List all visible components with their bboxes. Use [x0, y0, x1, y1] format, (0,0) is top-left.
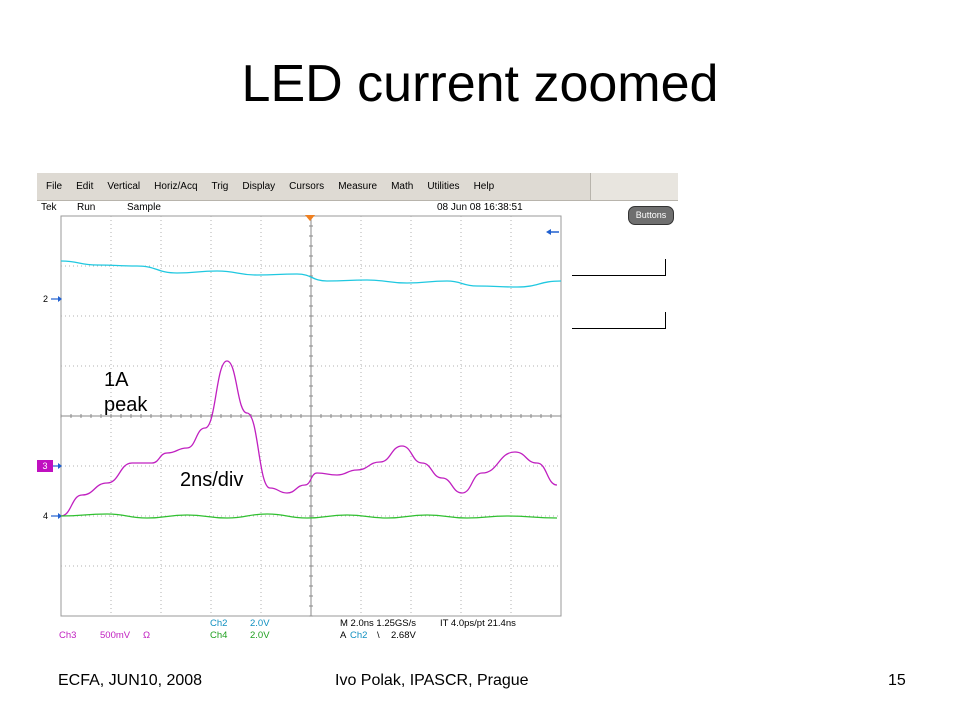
trigger-slope-icon: \ — [377, 630, 380, 641]
peak-annotation: 1A peak — [104, 368, 147, 418]
timebase-annotation: 2ns/div — [180, 469, 244, 491]
oscilloscope-screen: File Edit Vertical Horiz/Acq Trig Displa… — [37, 173, 678, 643]
ch4-readout-name: Ch4 — [210, 630, 228, 641]
trigger-level: 2.68V — [391, 630, 416, 641]
trigger-prefix: A — [340, 630, 347, 641]
scope-menubar: File Edit Vertical Horiz/Acq Trig Displa… — [37, 173, 590, 201]
datetime: 08 Jun 08 16:38:51 — [437, 202, 523, 213]
menubar-right-panel — [590, 173, 678, 201]
ch4-marker-label: 4 — [43, 511, 49, 521]
ch2-trace — [60, 260, 562, 288]
peak-annotation-value: 1A — [104, 369, 129, 391]
footer-author: Ivo Polak, IPASCR, Prague — [335, 672, 529, 689]
menu-vertical[interactable]: Vertical — [107, 181, 141, 192]
trigger-source: Ch2 — [350, 630, 368, 641]
side-readout-box-2 — [572, 312, 666, 329]
ch3-trace — [60, 360, 558, 517]
trigger-level-marker — [546, 229, 559, 235]
side-readout-box-1 — [572, 259, 666, 276]
ch4-readout-scale: 2.0V — [250, 630, 270, 641]
ch3-ground-marker-arrow — [53, 463, 62, 469]
trigger-position-marker — [305, 215, 315, 221]
horizontal-readout: M 2.0ns 1.25GS/s — [340, 618, 417, 629]
ch2-readout-scale: 2.0V — [250, 618, 270, 629]
footer-page-number: 15 — [888, 672, 906, 689]
brand-label: Tek — [41, 202, 57, 213]
peak-annotation-label: peak — [104, 394, 148, 416]
ch3-readout-coupling: Ω — [143, 630, 151, 641]
acq-mode: Sample — [127, 202, 161, 213]
footer-event: ECFA, JUN10, 2008 — [58, 672, 203, 689]
menu-horiz-acq[interactable]: Horiz/Acq — [154, 181, 198, 192]
ch4-ground-marker — [51, 513, 62, 519]
menu-edit[interactable]: Edit — [76, 181, 94, 192]
menu-display[interactable]: Display — [242, 181, 276, 192]
ch2-ground-marker — [51, 296, 62, 302]
ch2-marker-label: 2 — [43, 294, 49, 304]
scope-status-bar: Tek Run Sample 08 Jun 08 16:38:51 — [37, 202, 597, 216]
buttons-button[interactable]: Buttons — [628, 206, 674, 225]
ch3-readout-name: Ch3 — [59, 630, 77, 641]
ch2-readout-name: Ch2 — [210, 618, 228, 629]
graticule — [60, 215, 562, 617]
run-state: Run — [77, 202, 96, 213]
menu-help[interactable]: Help — [473, 181, 495, 192]
menu-measure[interactable]: Measure — [338, 181, 378, 192]
menu-file[interactable]: File — [46, 181, 63, 192]
slide-title: LED current zoomed — [241, 55, 719, 113]
ch3-readout-scale: 500mV — [100, 630, 131, 641]
ch3-marker-label: 3 — [37, 460, 53, 472]
menu-math[interactable]: Math — [391, 181, 414, 192]
menu-utilities[interactable]: Utilities — [427, 181, 460, 192]
ch4-trace — [60, 513, 558, 519]
menu-cursors[interactable]: Cursors — [289, 181, 325, 192]
waveform-display — [51, 215, 562, 617]
record-readout: IT 4.0ps/pt 21.4ns — [440, 618, 516, 629]
menu-trig[interactable]: Trig — [211, 181, 229, 192]
